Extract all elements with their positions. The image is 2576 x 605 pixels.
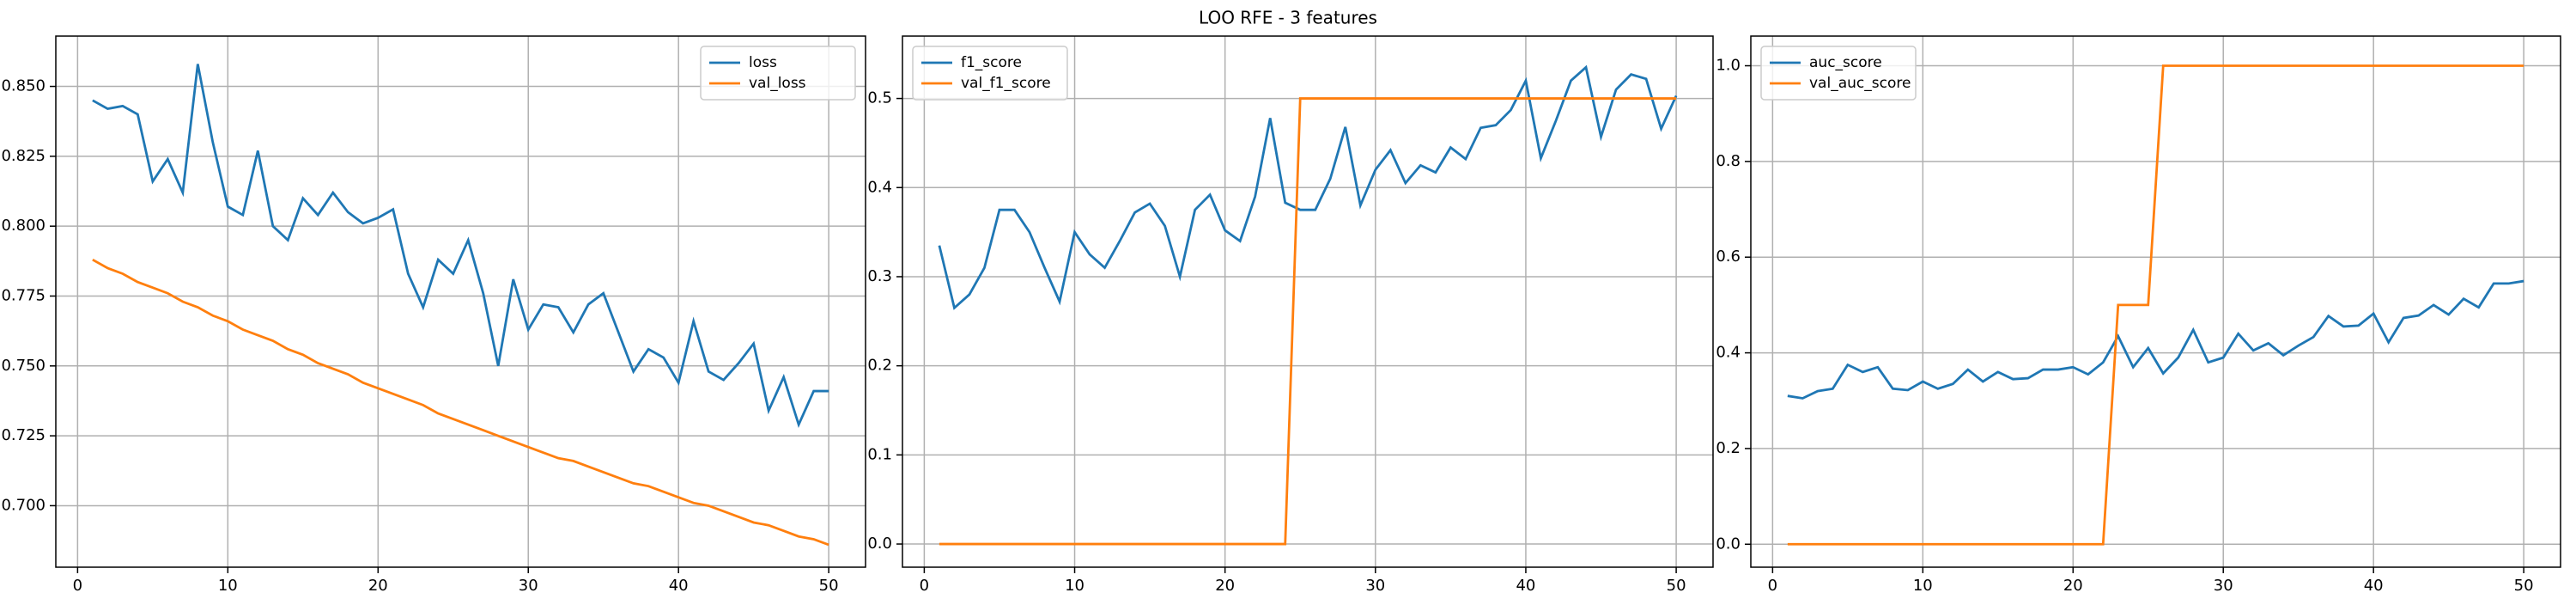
legend-label: val_auc_score xyxy=(1809,75,1911,92)
y-tick-label: 0.0 xyxy=(1716,535,1741,553)
y-tick-label: 0.2 xyxy=(867,357,892,375)
legend-label: val_f1_score xyxy=(961,75,1051,92)
y-tick-label: 0.4 xyxy=(867,178,892,196)
y-tick-label: 0.775 xyxy=(1,286,46,304)
x-tick-label: 0 xyxy=(1768,577,1777,595)
subplot: 0 10 20 30 40 50 0.700 0.725 0.750 0.775 0.800 0.82… xyxy=(1,35,866,595)
x-tick-label: 20 xyxy=(2063,577,2083,595)
x-tick-label: 50 xyxy=(2514,577,2534,595)
x-tick-label: 10 xyxy=(1065,577,1084,595)
legend-box xyxy=(912,46,1068,101)
x-tick-label: 30 xyxy=(519,577,538,595)
subplot: 0 10 20 30 40 50 0.0 0.1 0.2 0.3 0.4 0.5 f1_scoreval… xyxy=(867,35,1714,595)
x-tick-label: 20 xyxy=(1215,577,1235,595)
data-line xyxy=(939,97,1677,546)
x-tick-label: 40 xyxy=(1516,577,1535,595)
legend-box xyxy=(1760,46,1917,101)
y-tick-label: 0.750 xyxy=(1,357,46,375)
legend-label: auc_score xyxy=(1809,54,1882,71)
data-line xyxy=(1787,64,2524,546)
data-line xyxy=(92,64,829,429)
y-tick-label: 0.825 xyxy=(1,147,46,165)
y-tick-label: 0.2 xyxy=(1716,439,1741,457)
y-tick-label: 0.1 xyxy=(867,445,892,463)
subplot: 0 10 20 30 40 50 0.0 0.2 0.4 0.6 0.8 1.0 auc_scoreva… xyxy=(1716,35,2561,595)
axes-frame xyxy=(55,35,866,568)
x-tick-label: 10 xyxy=(1913,577,1933,595)
x-tick-label: 10 xyxy=(218,577,238,595)
x-tick-label: 20 xyxy=(368,577,388,595)
y-tick-label: 0.0 xyxy=(867,535,892,553)
y-tick-label: 0.800 xyxy=(1,217,46,235)
y-tick-label: 0.850 xyxy=(1,77,46,95)
x-tick-label: 40 xyxy=(2364,577,2384,595)
y-tick-label: 0.725 xyxy=(1,426,46,444)
y-tick-label: 0.6 xyxy=(1716,248,1741,266)
x-tick-label: 50 xyxy=(1667,577,1686,595)
data-line xyxy=(938,64,1678,310)
x-tick-label: 30 xyxy=(1365,577,1385,595)
x-tick-label: 30 xyxy=(2214,577,2233,595)
legend-label: loss xyxy=(749,54,777,71)
y-tick-label: 0.8 xyxy=(1716,152,1741,170)
y-tick-label: 0.4 xyxy=(1716,344,1741,362)
data-line xyxy=(92,258,829,547)
x-tick-label: 0 xyxy=(920,577,929,595)
axes-frame xyxy=(1750,35,2561,568)
y-tick-label: 1.0 xyxy=(1716,57,1741,75)
x-tick-label: 40 xyxy=(669,577,689,595)
y-tick-label: 0.5 xyxy=(867,89,892,107)
axes-frame xyxy=(902,35,1714,568)
data-line xyxy=(1787,279,2524,400)
figure-title: LOO RFE - 3 features xyxy=(1199,8,1377,28)
x-tick-label: 50 xyxy=(819,577,839,595)
x-tick-label: 0 xyxy=(73,577,82,595)
y-tick-label: 0.3 xyxy=(867,267,892,285)
legend-box xyxy=(700,46,856,101)
legend-label: val_loss xyxy=(749,75,806,92)
legend-label: f1_score xyxy=(961,54,1022,71)
y-tick-label: 0.700 xyxy=(1,496,46,514)
